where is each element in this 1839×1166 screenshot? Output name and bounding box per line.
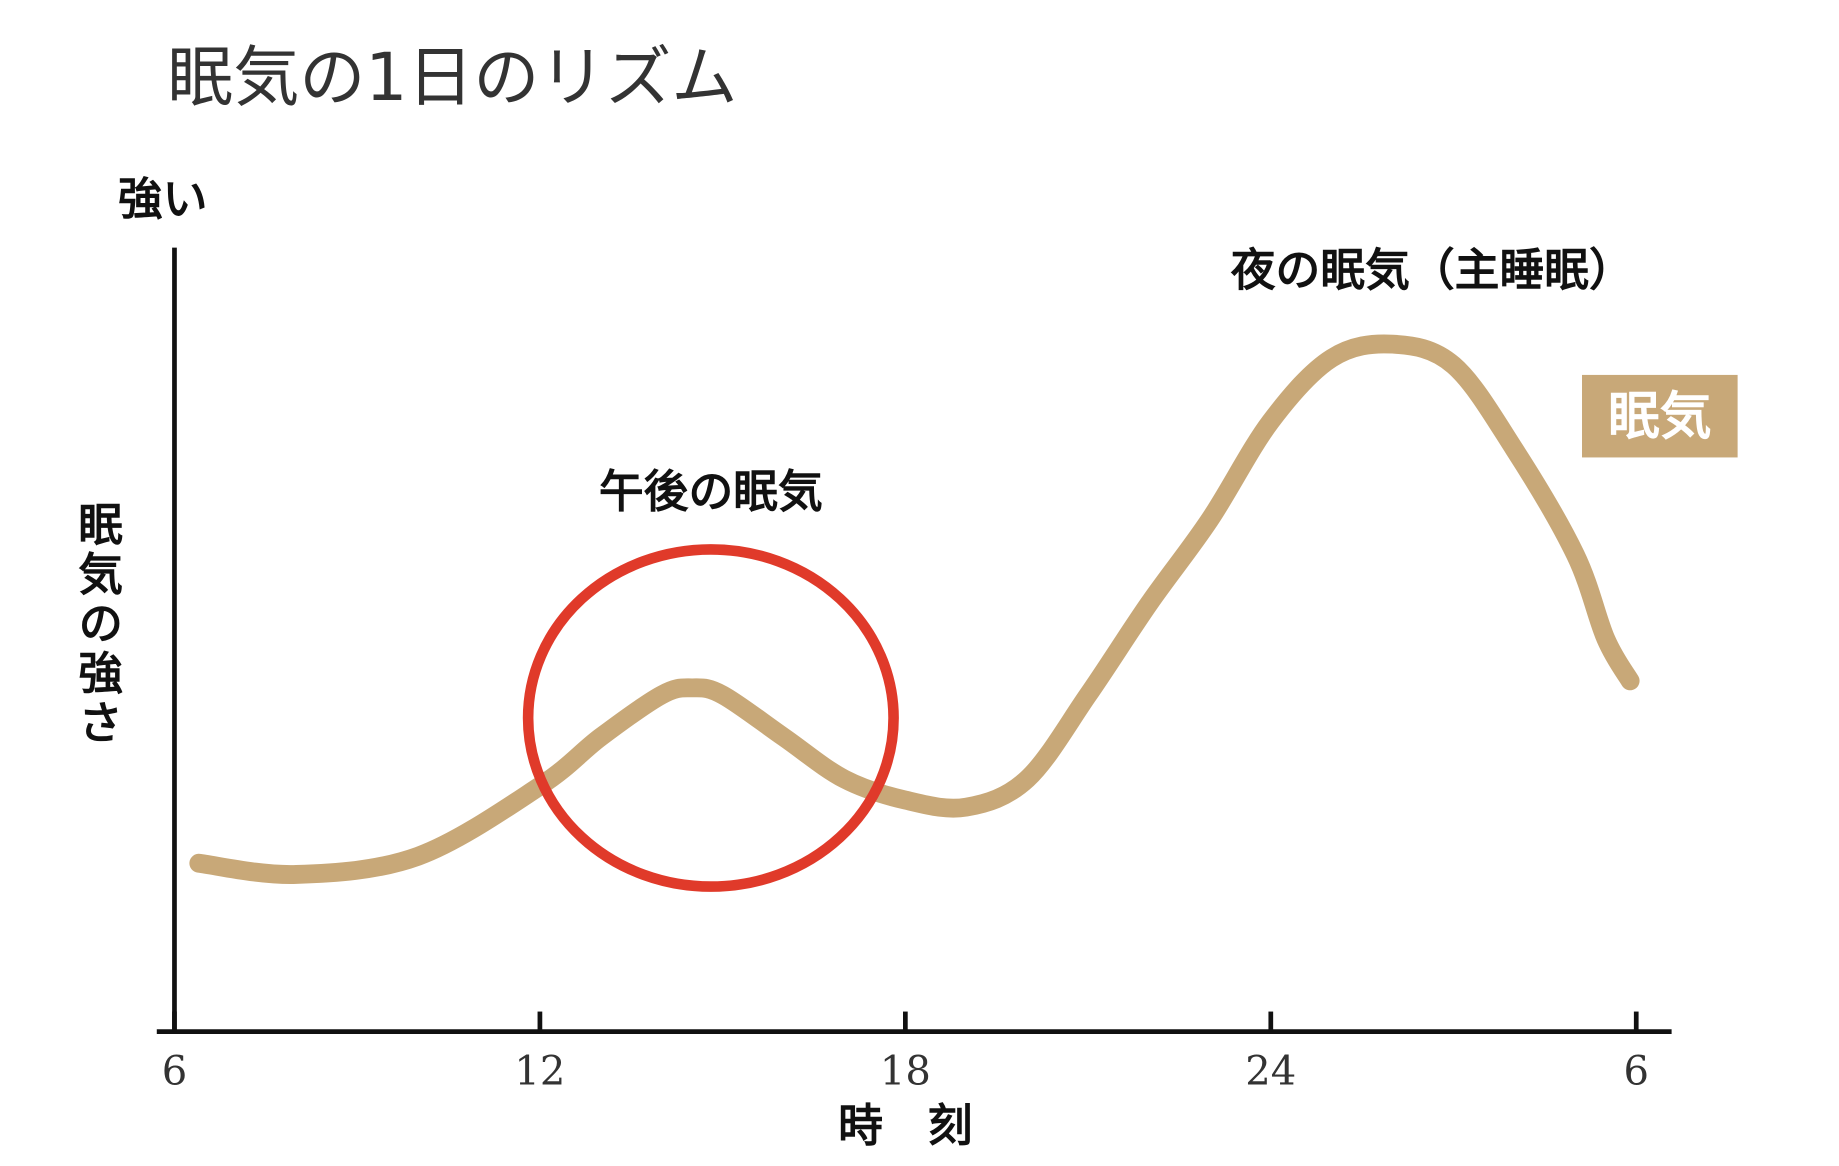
line bbox=[189, 334, 1640, 884]
highlight-circle bbox=[522, 544, 899, 892]
x-tick-label: 6 bbox=[1623, 1049, 1648, 1095]
plot: 6 12 18 24 6 bbox=[162, 334, 1649, 1095]
legend-swatch bbox=[1582, 374, 1738, 458]
x-axis-label: 時 刻 bbox=[838, 1099, 972, 1152]
x-tick-label: 18 bbox=[880, 1049, 931, 1095]
y-axis-label: 眠気の強さ bbox=[70, 501, 123, 749]
x-tick-label: 6 bbox=[162, 1049, 187, 1095]
y-axis-top-label: 強い bbox=[118, 173, 208, 226]
chart-title: 眠気の1日のリズム bbox=[167, 39, 737, 116]
legend: 眠気 bbox=[1582, 374, 1738, 458]
x-tick-label: 12 bbox=[514, 1049, 565, 1095]
annotation: 夜の眠気（主睡眠） bbox=[1230, 243, 1634, 296]
annotation: 午後の眠気 bbox=[599, 465, 823, 518]
x-tick-label: 24 bbox=[1245, 1049, 1296, 1095]
legend-label: 眠気 bbox=[1608, 387, 1712, 447]
